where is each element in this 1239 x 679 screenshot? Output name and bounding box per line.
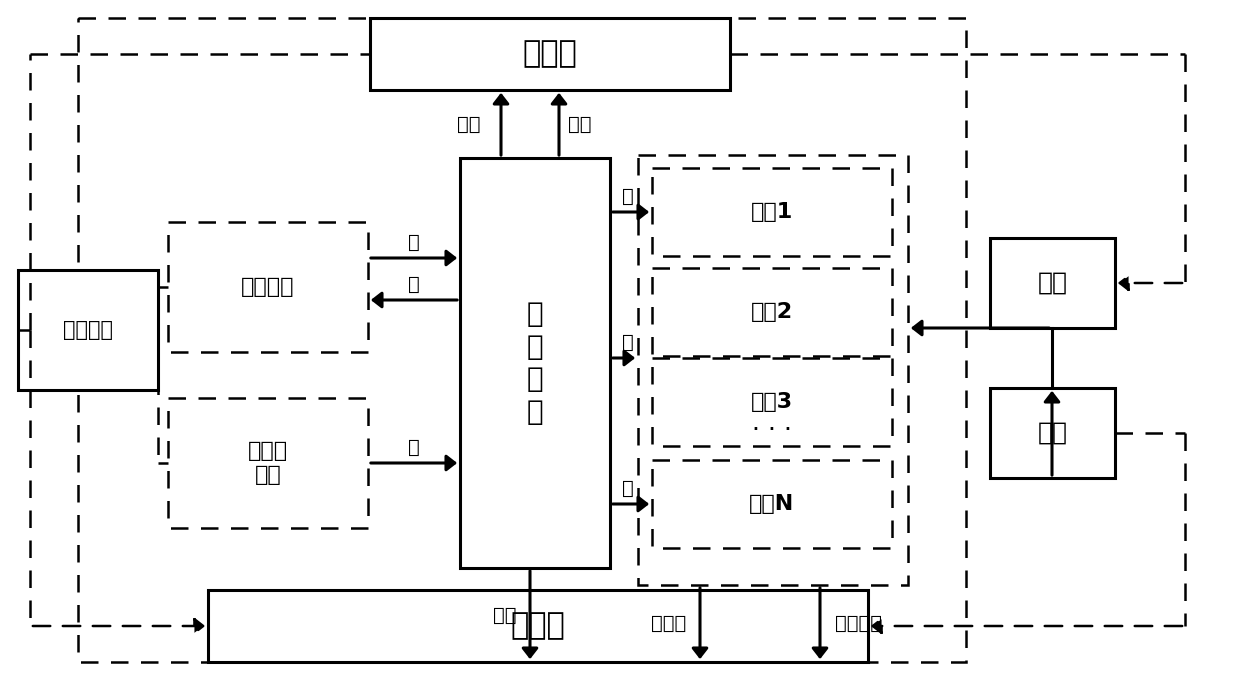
Bar — [652, 358, 892, 446]
Bar — [652, 268, 892, 356]
Text: 电: 电 — [622, 187, 634, 206]
Text: 规划层: 规划层 — [523, 39, 577, 69]
Text: 电: 电 — [408, 232, 420, 251]
Bar — [990, 238, 1115, 328]
Bar — [78, 18, 966, 662]
Text: 天然气
公司: 天然气 公司 — [248, 441, 287, 485]
Text: 支付费用: 支付费用 — [835, 614, 882, 633]
Text: 满意度: 满意度 — [650, 614, 686, 633]
Text: 定价层: 定价层 — [510, 612, 565, 640]
Text: 经济: 经济 — [456, 115, 479, 134]
Text: 用户3: 用户3 — [751, 392, 793, 412]
Text: 用户2: 用户2 — [751, 302, 793, 322]
Text: 需求: 需求 — [1037, 271, 1068, 295]
Text: 冷: 冷 — [622, 479, 634, 498]
Bar — [169, 222, 368, 352]
Bar — [169, 398, 368, 528]
Text: 气: 气 — [408, 437, 420, 456]
Text: 规划结果: 规划结果 — [63, 320, 113, 340]
Bar — [19, 270, 159, 390]
Bar — [652, 460, 892, 548]
Bar — [652, 168, 892, 256]
Bar — [460, 158, 610, 568]
Bar — [638, 155, 908, 585]
Bar — [208, 590, 869, 662]
Text: 用户N: 用户N — [750, 494, 794, 514]
Text: 价格: 价格 — [1037, 421, 1068, 445]
Text: 微
能
源
网: 微 能 源 网 — [527, 300, 544, 426]
Text: 收益: 收益 — [492, 606, 515, 625]
Bar — [990, 388, 1115, 478]
Text: 电: 电 — [408, 274, 420, 293]
Bar — [370, 18, 730, 90]
Text: 热: 热 — [622, 333, 634, 352]
Text: 环境: 环境 — [567, 115, 591, 134]
Text: 电力公司: 电力公司 — [242, 277, 295, 297]
Text: · · ·: · · · — [752, 418, 792, 442]
Text: 用户1: 用户1 — [751, 202, 793, 222]
